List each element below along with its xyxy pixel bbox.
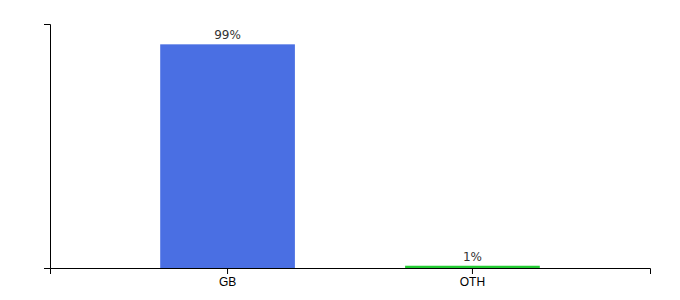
y-axis [44, 25, 51, 269]
data-label: 1% [463, 250, 482, 264]
x-tick: GB [219, 268, 236, 289]
chart: GB OTH 99% 1% [0, 0, 680, 300]
x-tick-label: OTH [460, 275, 485, 289]
bars [160, 44, 540, 268]
x-tick-mark [472, 268, 473, 274]
x-axis: GB OTH [51, 268, 651, 289]
x-axis-line [51, 269, 651, 275]
bar [405, 266, 540, 268]
y-axis-line [44, 25, 51, 269]
data-label: 99% [214, 28, 241, 42]
bar [160, 44, 295, 268]
data-labels: 99% 1% [214, 28, 482, 263]
x-tick: OTH [460, 268, 485, 289]
plot: GB OTH 99% 1% [44, 25, 651, 289]
x-tick-mark [227, 268, 228, 274]
x-tick-label: GB [219, 275, 236, 289]
